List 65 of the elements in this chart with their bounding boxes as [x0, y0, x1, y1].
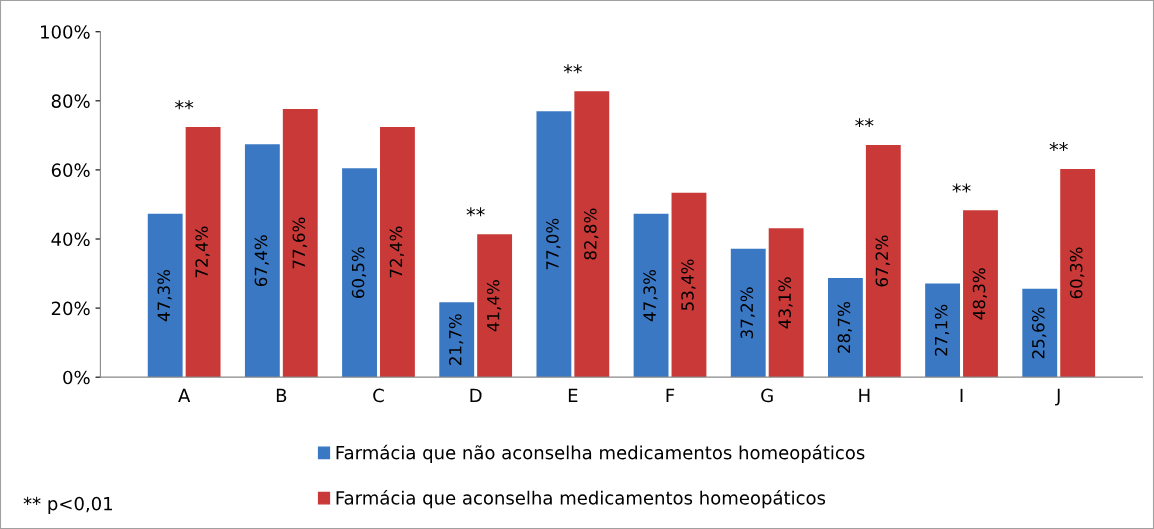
x-tick-label: A: [178, 388, 191, 403]
bar: [147, 213, 183, 378]
y-tick-label: 60%: [51, 163, 90, 178]
data-label: 77,0%: [546, 218, 561, 270]
bar: [282, 109, 318, 378]
x-tick-label: I: [960, 388, 963, 403]
data-label: 28,7%: [837, 302, 852, 353]
legend-label: Farmácia que aconselha medicamentos homeopáticos: [336, 490, 826, 509]
bar: [536, 111, 572, 378]
bar: [730, 248, 766, 378]
y-tick-label: 100%: [41, 25, 90, 39]
data-label: 41,4%: [486, 280, 502, 332]
x-tick-label: F: [666, 388, 675, 403]
y-tick-label: 0%: [63, 370, 90, 385]
data-label: 47,3%: [157, 269, 172, 322]
data-label: 25,6%: [1031, 307, 1047, 359]
data-label: 72,4%: [195, 226, 210, 278]
bar: [477, 234, 513, 378]
bar: [439, 302, 475, 378]
data-label: 47,3%: [643, 269, 658, 322]
annotation: **: [1049, 142, 1068, 151]
bar: [185, 127, 221, 378]
y-tick-label: 20%: [51, 301, 90, 316]
data-label: 60,5%: [351, 247, 367, 298]
bar: [963, 210, 998, 378]
bar: [574, 91, 610, 378]
data-label: 72,4%: [389, 226, 404, 278]
text: ** p<0,01: [23, 496, 112, 514]
data-label: 60,3%: [1069, 247, 1085, 299]
x-tick-label: C: [373, 388, 384, 403]
data-label: 53,4%: [681, 259, 696, 311]
x-tick-label: H: [859, 388, 870, 403]
x-tick-label: E: [568, 388, 578, 403]
legend-label: Farmácia que não aconselha medicamentos homeopáticos: [336, 444, 865, 463]
bar: [671, 192, 707, 378]
data-label: 67,2%: [875, 235, 890, 287]
bar: [827, 278, 863, 378]
annotation: **: [563, 64, 582, 74]
data-label: 27,1%: [934, 304, 950, 356]
y-tick-label: 40%: [51, 232, 90, 247]
x-tick-label: B: [276, 388, 287, 403]
x-tick-label: D: [470, 388, 482, 403]
bar: [633, 213, 669, 378]
data-label: 43,1%: [778, 277, 793, 329]
x-tick-label: J: [1055, 388, 1060, 406]
annotation: **: [466, 207, 485, 217]
data-label: 48,3%: [972, 268, 988, 320]
bar: [768, 228, 804, 378]
data-label: 67,4%: [254, 235, 269, 287]
x-tick-label: G: [761, 388, 773, 403]
bar: [865, 145, 901, 378]
y-tick-label: 80%: [51, 94, 90, 108]
data-label: 77,6%: [292, 217, 307, 269]
data-label: 37,2%: [740, 287, 755, 339]
bar: [342, 168, 377, 378]
annotation: **: [855, 118, 874, 128]
annotation: **: [952, 183, 971, 193]
bar: [244, 144, 280, 378]
annotation: **: [175, 100, 194, 110]
bar: [1060, 168, 1096, 378]
data-label: 21,7%: [448, 314, 464, 365]
bar: [1022, 288, 1058, 378]
data-label: 82,8%: [584, 208, 599, 260]
bar: [380, 127, 415, 378]
bar: [925, 283, 961, 378]
